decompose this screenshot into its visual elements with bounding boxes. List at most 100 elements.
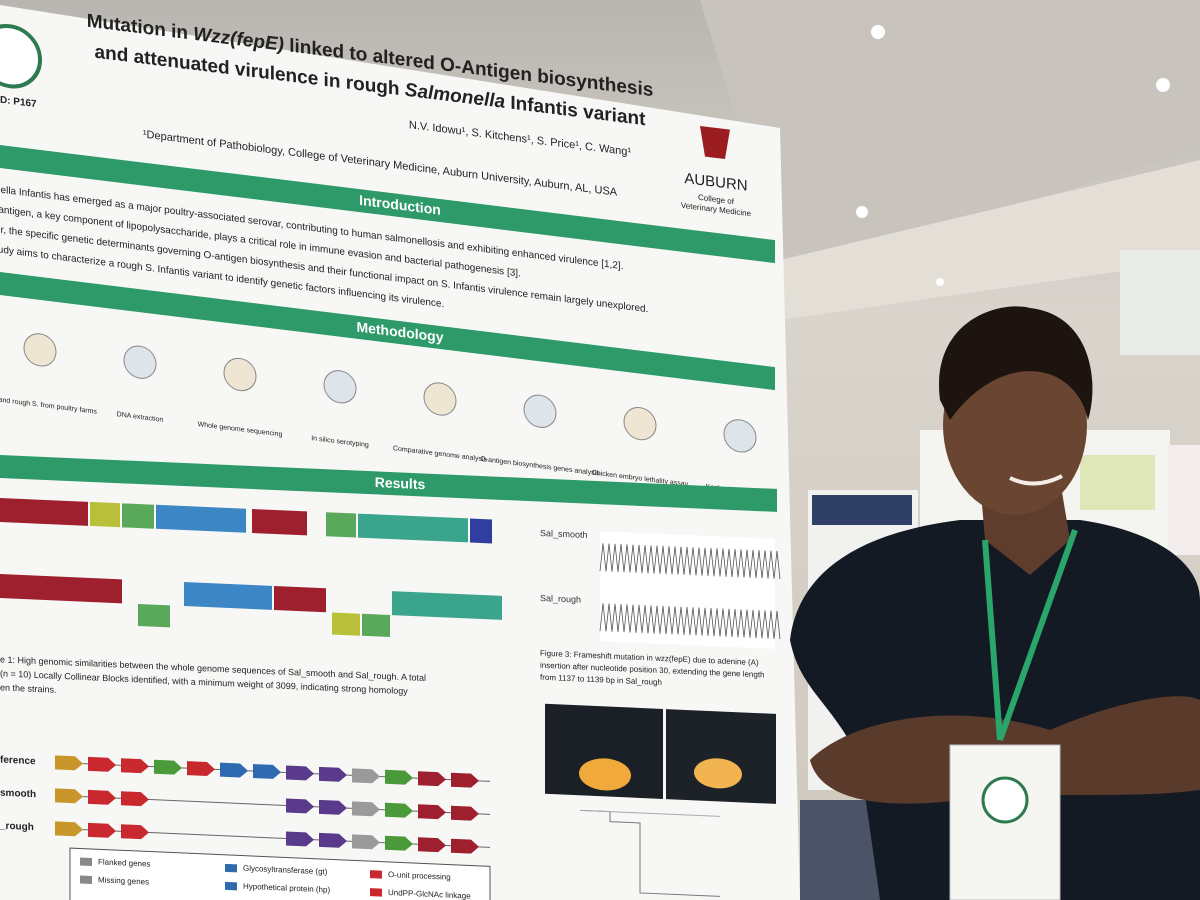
- conference-logo: [0, 23, 42, 89]
- lcb: [332, 612, 360, 636]
- logo-sub: College of: [698, 193, 735, 206]
- badge-logo: [981, 776, 1029, 824]
- ceiling-light: [871, 25, 885, 39]
- embryo-photo: [666, 709, 776, 804]
- gene-arrow: [352, 768, 380, 784]
- method-icon: [123, 345, 157, 379]
- legend-label: O-unit processing: [388, 870, 451, 882]
- lcb: [470, 518, 492, 544]
- lcb: [362, 613, 390, 638]
- lcb: [184, 582, 272, 610]
- gene-arrow: [121, 791, 149, 807]
- gene-arrow: [319, 766, 347, 782]
- chromatogram-label: Sal_rough: [540, 593, 581, 605]
- legend-swatch: [80, 875, 92, 885]
- method-icon: [23, 333, 57, 367]
- legend-label: Missing genes: [98, 875, 149, 886]
- gene-arrow: [88, 756, 116, 772]
- legend-swatch: [370, 870, 382, 879]
- person-hair: [939, 306, 1093, 420]
- gene-arrow: [286, 831, 314, 847]
- distant-poster-box: [1080, 455, 1155, 510]
- gene-arrow: [319, 832, 347, 848]
- chandelier: [1120, 250, 1200, 355]
- gene-arrow: [55, 755, 83, 771]
- gene-arrow: [418, 837, 446, 853]
- legend-label: Glycosyltransferase (gt): [243, 864, 328, 877]
- lcb: [138, 604, 170, 628]
- lcb: [358, 513, 468, 543]
- gene-arrow: [253, 764, 281, 779]
- survival-curve: [580, 809, 720, 817]
- caption-line: en the strains.: [0, 682, 57, 694]
- legend-swatch: [370, 888, 382, 897]
- legend-label: UndPP-GlcNAc linkage: [388, 888, 471, 900]
- lcb: [0, 574, 122, 604]
- lanyard: [982, 528, 1078, 742]
- gene-arrow: [88, 822, 116, 838]
- legend-swatch: [225, 881, 237, 891]
- gene-arrow: [352, 801, 380, 817]
- gene-arrow: [121, 824, 149, 840]
- method-icon: [523, 394, 557, 428]
- lcb: [156, 504, 246, 533]
- ceiling: [700, 0, 1200, 260]
- person-smile: [1009, 474, 1063, 486]
- ceiling-light: [856, 206, 868, 218]
- gene-arrow: [220, 762, 248, 778]
- gene-rows: ference smooth _rough: [0, 755, 490, 854]
- poster-id: D: P167: [0, 95, 37, 111]
- method-icon: [323, 370, 357, 404]
- gene-arrow: [451, 805, 479, 821]
- chromatogram-trace: [599, 603, 781, 640]
- method-icon: [623, 406, 657, 441]
- section-bar: [0, 269, 775, 391]
- row-label: smooth: [0, 788, 36, 801]
- gene-arrow: [286, 798, 314, 814]
- lcb: [0, 498, 88, 526]
- legend-box: [69, 847, 491, 900]
- gene-arrow: [154, 759, 182, 775]
- gene-arrow: [88, 789, 116, 805]
- gene-arrow: [385, 802, 413, 818]
- section-bar: [0, 454, 777, 512]
- distant-poster: [1168, 445, 1200, 555]
- chromatogram-trace: [599, 543, 781, 580]
- row-label: ference: [0, 755, 36, 768]
- lcb: [252, 509, 307, 536]
- method-icon: [223, 357, 257, 392]
- gene-arrow: [385, 835, 413, 851]
- lcb: [326, 512, 356, 538]
- gene-arrow: [319, 799, 347, 815]
- lcb: [392, 591, 502, 620]
- lcb: [274, 585, 326, 613]
- auburn-emblem: [700, 125, 730, 160]
- lcb: [122, 503, 154, 529]
- ceiling-light: [936, 278, 944, 286]
- gene-arrow: [418, 771, 446, 787]
- gene-arrow: [187, 761, 215, 777]
- legend-swatch: [80, 857, 92, 867]
- legend-swatch: [225, 863, 237, 873]
- section-bar: [0, 142, 775, 264]
- gene-arrow: [451, 772, 479, 788]
- gene-arrow: [121, 758, 149, 774]
- gene-arrow: [286, 765, 314, 781]
- ceiling-light: [1156, 78, 1170, 92]
- ceiling-panel: [780, 160, 1200, 320]
- section-title: Results: [375, 474, 426, 492]
- embryo-glow: [579, 758, 631, 791]
- gene-arrow: [418, 804, 446, 820]
- row-label: _rough: [0, 821, 34, 834]
- gene-arrow: [55, 821, 83, 837]
- distant-poster-header: [812, 495, 912, 525]
- method-icon: [723, 419, 757, 453]
- embryo-photo: [545, 703, 663, 799]
- methods: outh and rough S. from poultry farmsDNA …: [0, 333, 775, 499]
- legend-label: Flanked genes: [98, 857, 150, 868]
- method-icon: [423, 382, 457, 416]
- embryo-glow: [694, 758, 742, 789]
- gene-arrow: [352, 834, 380, 850]
